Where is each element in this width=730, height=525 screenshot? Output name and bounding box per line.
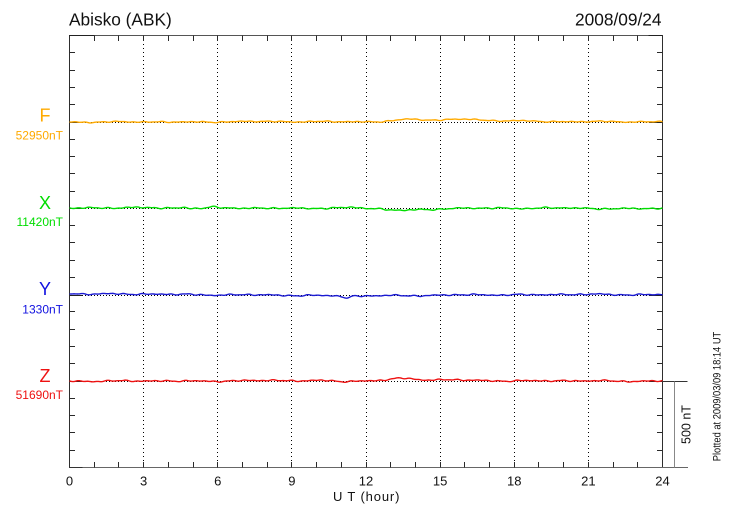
svg-text:12: 12: [359, 474, 373, 489]
svg-text:3: 3: [140, 474, 147, 489]
svg-text:F: F: [40, 105, 51, 125]
svg-text:500 nT: 500 nT: [680, 405, 694, 444]
svg-text:9: 9: [288, 474, 295, 489]
svg-text:2008/09/24: 2008/09/24: [575, 10, 662, 30]
svg-text:21: 21: [581, 474, 595, 489]
svg-text:1330nT: 1330nT: [22, 303, 63, 317]
svg-text:18: 18: [507, 474, 521, 489]
svg-text:Abisko (ABK): Abisko (ABK): [69, 10, 172, 30]
svg-text:Y: Y: [39, 279, 51, 299]
svg-text:6: 6: [214, 474, 221, 489]
svg-text:0: 0: [66, 474, 73, 489]
svg-text:52950nT: 52950nT: [16, 129, 64, 143]
svg-text:Plotted at 2009/03/09 18:14 UT: Plotted at 2009/03/09 18:14 UT: [712, 332, 724, 462]
svg-text:U T (hour): U T (hour): [333, 489, 400, 504]
svg-text:24: 24: [655, 474, 669, 489]
svg-text:11420nT: 11420nT: [17, 215, 64, 229]
svg-text:15: 15: [433, 474, 447, 489]
svg-text:X: X: [39, 193, 51, 213]
svg-text:Z: Z: [40, 366, 51, 386]
svg-text:51690nT: 51690nT: [16, 388, 64, 402]
